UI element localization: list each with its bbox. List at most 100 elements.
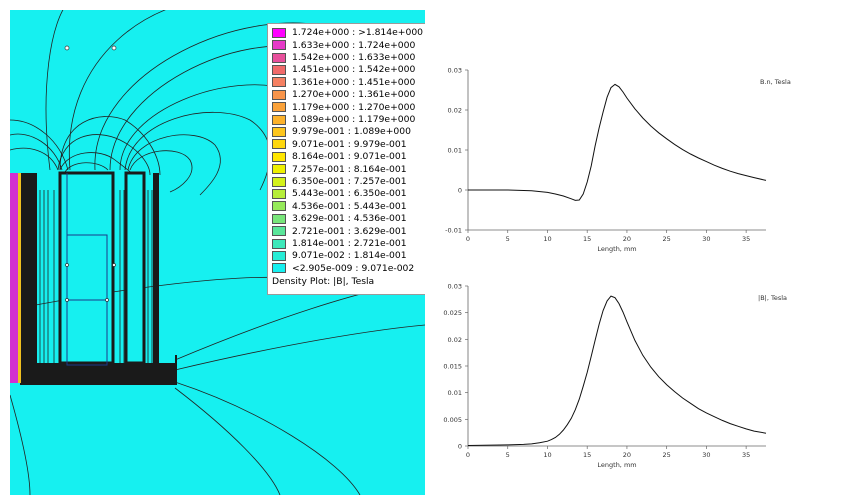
core-base [20,363,175,385]
flux-line [127,134,221,196]
flux-line [10,119,69,171]
flux-line [59,116,161,176]
legend-entry: 1.814e-001 : 2.721e-001 [272,238,407,250]
node [105,298,109,302]
legend-swatch [272,176,286,187]
legend-label: 1.724e+000 : >1.814e+000 [292,27,424,39]
legend-swatch [272,64,286,75]
magnetic-core [10,171,177,385]
x-tick-label: 30 [702,451,710,459]
y-tick-label: 0 [458,187,462,195]
legend-swatch [272,52,286,63]
legend-swatch [272,238,286,249]
flux-line [174,324,425,371]
legend-swatch [272,139,286,150]
x-axis-label: Length, mm [597,245,636,253]
legend-title: Density Plot: |B|, Tesla [272,276,375,287]
legend-swatch [272,201,286,212]
node [65,263,69,267]
node [112,263,116,267]
density-plot-view: 1.724e+000 : >1.814e+000 1.633e+000 : 1.7… [10,10,425,495]
flux-line [10,276,311,311]
flux-line [68,10,167,171]
legend-label: 9.979e-001 : 1.089e+000 [292,126,411,138]
flux-line [10,147,59,171]
legend-entry: 1.724e+000 : >1.814e+000 [272,27,423,39]
legend-swatch [272,263,286,274]
node [111,45,117,51]
legend-label: 4.536e-001 : 5.443e-001 [292,200,407,212]
flux-line [64,162,109,173]
flux-line [124,112,271,191]
b-magnitude-chart: 0.03 0.025 0.02 0.015 0.01 0.005 00 5 10 15 20 25 30… [443,283,787,470]
legend-swatch [272,102,286,113]
x-tick-label: 25 [663,451,671,459]
y-tick-label: 0.01 [448,147,462,155]
legend-swatch [272,89,286,100]
legend-label: 7.257e-001 : 8.164e-001 [292,163,407,175]
flux-line [174,387,281,495]
x-tick-label: 5 [506,235,510,243]
legend-label: 1.361e+000 : 1.451e+000 [292,76,416,88]
x-tick-label: 0 [466,235,470,243]
series-legend-label: |B|, Tesla [758,294,787,302]
legend-label: 8.164e-001 : 9.071e-001 [292,151,407,163]
x-tick-label: 35 [742,451,750,459]
legend-entry: 9.979e-001 : 1.089e+000 [272,126,411,138]
y-tick-label: 0.025 [443,309,462,317]
flux-line [174,381,361,495]
legend-label: 1.089e+000 : 1.179e+000 [292,114,416,126]
legend-swatch [272,188,286,199]
legend-label: 6.350e-001 : 7.257e-001 [292,176,407,188]
legend-swatch [272,151,286,162]
y-tick-label: 0.02 [448,336,462,344]
node [64,45,70,51]
legend-entry: 4.536e-001 : 5.443e-001 [272,201,407,213]
legend-entry: 2.721e-001 : 3.629e-001 [272,225,407,237]
x-tick-label: 30 [702,235,710,243]
legend-swatch [272,27,286,38]
legend-entry: 7.257e-001 : 8.164e-001 [272,163,407,175]
legend-entry: 6.350e-001 : 7.257e-001 [272,176,407,188]
x-axis-label: Length, mm [597,461,636,469]
legend-label: 1.814e-001 : 2.721e-001 [292,238,407,250]
node [65,298,69,302]
legend-label: 5.443e-001 : 6.350e-001 [292,188,407,200]
legend-label: 9.071e-001 : 9.979e-001 [292,138,407,150]
y-tick-label: 0.01 [448,389,462,397]
legend-entry: 1.089e+000 : 1.179e+000 [272,114,415,126]
coil-window-right [124,171,146,365]
legend-entry: 9.071e-002 : 1.814e-001 [272,250,407,262]
y-tick-label: 0.015 [443,363,462,371]
series-line [467,295,767,446]
legend-entry: 1.451e+000 : 1.542e+000 [272,64,415,76]
legend-entry: <2.905e-009 : 9.071e-002 [272,263,414,275]
x-tick-label: 15 [583,235,591,243]
legend-entry: 8.164e-001 : 9.071e-001 [272,151,407,163]
y-tick-label: 0.03 [448,283,462,291]
x-tick-label: 15 [583,451,591,459]
legend-label: 3.629e-001 : 4.536e-001 [292,213,407,225]
y-tick-label: 0.005 [443,416,462,424]
flux-line [10,394,31,495]
y-tick-label: -0.01 [445,227,462,235]
x-tick-label: 20 [623,235,631,243]
legend-label: 1.451e+000 : 1.542e+000 [292,64,416,76]
legend-swatch [272,226,286,237]
y-tick-label: 0 [458,443,462,451]
flux-line [45,10,64,171]
legend-entry: 1.633e+000 : 1.724e+000 [272,39,415,51]
flux-line [10,133,63,171]
legend-label: 1.542e+000 : 1.633e+000 [292,52,416,64]
field-plot-svg [10,10,425,495]
x-tick-label: 35 [742,235,750,243]
y-tick-label: 0.02 [448,107,462,115]
legend-swatch [272,250,286,261]
legend-swatch [272,126,286,137]
legend-swatch [272,40,286,51]
x-tick-label: 20 [623,451,631,459]
legend-entry: 1.361e+000 : 1.451e+000 [272,77,415,89]
legend-label: 1.270e+000 : 1.361e+000 [292,89,416,101]
legend-entry: 1.179e+000 : 1.270e+000 [272,101,415,113]
high-density-strip [10,173,18,383]
